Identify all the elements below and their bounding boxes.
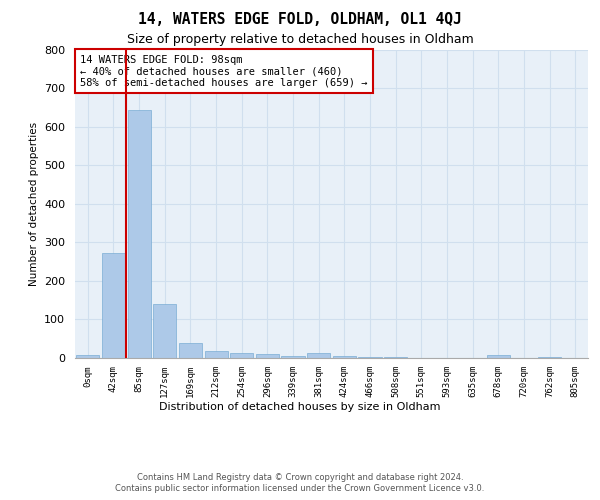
Text: Distribution of detached houses by size in Oldham: Distribution of detached houses by size … [159, 402, 441, 412]
Bar [102, 253, 125, 358]
Bar [333, 356, 356, 358]
Text: 14, WATERS EDGE FOLD, OLDHAM, OL1 4QJ: 14, WATERS EDGE FOLD, OLDHAM, OL1 4QJ [138, 12, 462, 28]
Bar [128, 110, 151, 358]
Bar [205, 350, 227, 358]
Y-axis label: Number of detached properties: Number of detached properties [29, 122, 38, 286]
Text: Contains HM Land Registry data © Crown copyright and database right 2024.: Contains HM Land Registry data © Crown c… [137, 472, 463, 482]
Bar [153, 304, 176, 358]
Bar [487, 355, 510, 358]
Text: Contains public sector information licensed under the Crown Government Licence v: Contains public sector information licen… [115, 484, 485, 493]
Text: Size of property relative to detached houses in Oldham: Size of property relative to detached ho… [127, 32, 473, 46]
Bar [256, 354, 279, 358]
Bar [76, 355, 100, 358]
Bar [230, 352, 253, 358]
Bar [358, 356, 382, 358]
Bar [307, 353, 330, 358]
Text: 14 WATERS EDGE FOLD: 98sqm
← 40% of detached houses are smaller (460)
58% of sem: 14 WATERS EDGE FOLD: 98sqm ← 40% of deta… [80, 54, 368, 88]
Bar [281, 356, 305, 358]
Bar [179, 343, 202, 357]
